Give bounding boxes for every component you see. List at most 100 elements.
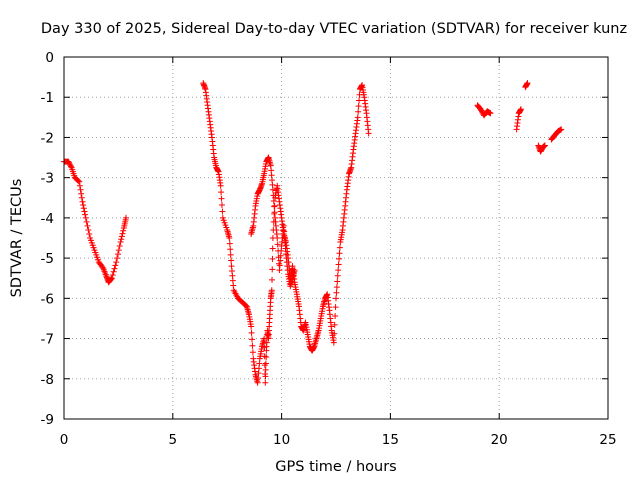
data-point — [248, 323, 255, 330]
data-point — [354, 114, 361, 121]
data-point — [262, 360, 269, 367]
data-point — [79, 198, 86, 205]
data-point — [280, 222, 287, 229]
data-point — [120, 227, 127, 234]
data-point — [118, 236, 125, 243]
data-point — [270, 197, 277, 204]
data-point — [333, 284, 340, 291]
data-point — [262, 366, 269, 373]
data-point — [116, 243, 123, 250]
data-point — [226, 240, 233, 247]
data-point — [331, 330, 338, 337]
chart-title: Day 330 of 2025, Sidereal Day-to-day VTE… — [41, 21, 627, 37]
data-point — [355, 108, 362, 115]
data-point — [249, 349, 256, 356]
data-point — [262, 379, 269, 386]
data-point — [219, 208, 226, 215]
data-point — [228, 257, 235, 264]
y-tick-label: -8 — [41, 372, 54, 388]
data-point — [524, 80, 531, 87]
y-tick-label: -1 — [41, 90, 54, 106]
data-point — [291, 267, 298, 274]
data-point — [274, 241, 281, 248]
data-point — [75, 177, 82, 184]
data-point — [541, 142, 548, 149]
y-tick-label: -5 — [41, 251, 54, 267]
data-points — [61, 80, 565, 386]
y-tick-label: -3 — [41, 171, 54, 187]
plot-frame — [63, 56, 609, 420]
data-point — [81, 208, 88, 215]
data-point — [269, 276, 276, 283]
data-point — [487, 110, 494, 117]
data-point — [78, 190, 85, 197]
data-point — [271, 209, 278, 216]
y-axis-label: SDTVAR / TECUs — [9, 179, 25, 298]
y-tick-label: -7 — [41, 332, 54, 348]
data-point — [335, 267, 342, 274]
data-point — [333, 289, 340, 296]
data-point — [80, 205, 87, 212]
data-point — [226, 235, 233, 241]
y-tick-label: -2 — [41, 130, 54, 146]
data-point — [355, 103, 362, 110]
data-point — [110, 268, 117, 275]
data-point — [115, 247, 122, 254]
data-point — [82, 211, 89, 218]
data-point — [330, 339, 337, 346]
data-point — [113, 259, 120, 266]
grid-lines — [64, 57, 608, 419]
data-point — [274, 235, 281, 241]
x-tick-label: 10 — [273, 432, 290, 448]
x-axis-label: GPS time / hours — [275, 459, 396, 475]
data-point — [269, 266, 276, 273]
data-point — [84, 222, 91, 229]
data-point — [112, 262, 119, 269]
data-point — [332, 313, 339, 320]
data-point — [269, 245, 276, 252]
data-point — [78, 194, 85, 201]
axis-ticks — [63, 56, 609, 420]
data-point — [356, 97, 363, 104]
data-point — [262, 373, 269, 380]
data-point — [218, 202, 225, 209]
data-point — [114, 255, 121, 262]
data-point — [218, 195, 225, 202]
data-point — [109, 272, 116, 279]
data-point — [269, 255, 276, 262]
data-point — [82, 214, 89, 221]
data-point — [365, 130, 372, 137]
data-point — [119, 230, 126, 237]
data-point — [249, 342, 256, 349]
data-point — [108, 276, 115, 283]
data-point — [331, 321, 338, 328]
y-tick-label: 0 — [45, 50, 54, 66]
data-point — [227, 246, 234, 253]
data-point — [114, 251, 121, 258]
data-point — [270, 192, 277, 199]
data-point — [333, 295, 339, 302]
data-point — [118, 233, 125, 240]
data-point — [517, 106, 524, 113]
data-point — [80, 202, 87, 209]
data-point — [248, 329, 255, 336]
x-tick-label: 25 — [599, 432, 616, 448]
data-point — [558, 126, 565, 133]
x-tick-label: 0 — [60, 432, 69, 448]
data-point — [335, 261, 342, 268]
y-tick-label: -6 — [41, 291, 54, 307]
x-tick-label: 20 — [491, 432, 508, 448]
data-point — [336, 244, 343, 251]
data-point — [263, 354, 270, 361]
data-point — [117, 239, 124, 246]
data-point — [334, 272, 341, 279]
data-point — [249, 336, 256, 343]
data-point — [281, 228, 288, 235]
data-point — [269, 186, 276, 193]
data-point — [123, 214, 130, 221]
data-point — [85, 226, 92, 233]
data-point — [111, 265, 118, 272]
data-point — [336, 250, 343, 257]
data-point — [332, 304, 339, 311]
